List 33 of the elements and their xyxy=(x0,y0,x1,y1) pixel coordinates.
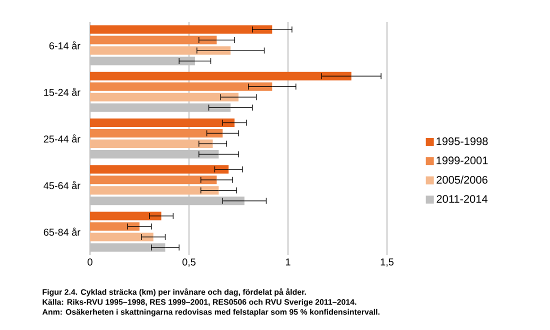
legend-label: 2005/2006 xyxy=(436,176,488,184)
bar xyxy=(90,212,162,220)
bar xyxy=(90,140,213,148)
bar xyxy=(90,25,272,34)
legend-label: 2011-2014 xyxy=(436,195,488,203)
y-tick-label: 65-84 år xyxy=(44,228,80,236)
bar xyxy=(90,165,229,174)
bar xyxy=(90,196,244,206)
bar xyxy=(90,232,154,242)
bar xyxy=(90,129,223,138)
bar xyxy=(90,92,239,102)
legend-label: 1995-1998 xyxy=(436,137,488,146)
bar xyxy=(90,222,140,231)
x-tick-label: 1,5 xyxy=(380,258,394,267)
bar xyxy=(90,56,195,66)
bar xyxy=(90,150,219,158)
y-tick-label: 45-64 år xyxy=(44,181,80,190)
bar xyxy=(90,186,219,195)
bar xyxy=(90,243,166,252)
bar xyxy=(90,176,217,184)
x-tick-label: 0,5 xyxy=(182,258,196,267)
y-tick-label: 15-24 år xyxy=(44,88,80,96)
bar xyxy=(90,118,235,127)
x-tick-label: 1 xyxy=(286,258,290,266)
bar xyxy=(90,82,272,91)
bar xyxy=(90,46,231,55)
bar xyxy=(90,36,217,44)
x-tick-label: 0 xyxy=(88,258,92,266)
y-tick-label: 6-14 år xyxy=(49,41,80,50)
y-tick-label: 25-44 år xyxy=(44,134,80,143)
legend-label: 1999-2001 xyxy=(436,156,488,164)
bar xyxy=(90,103,231,112)
bar xyxy=(90,72,352,80)
